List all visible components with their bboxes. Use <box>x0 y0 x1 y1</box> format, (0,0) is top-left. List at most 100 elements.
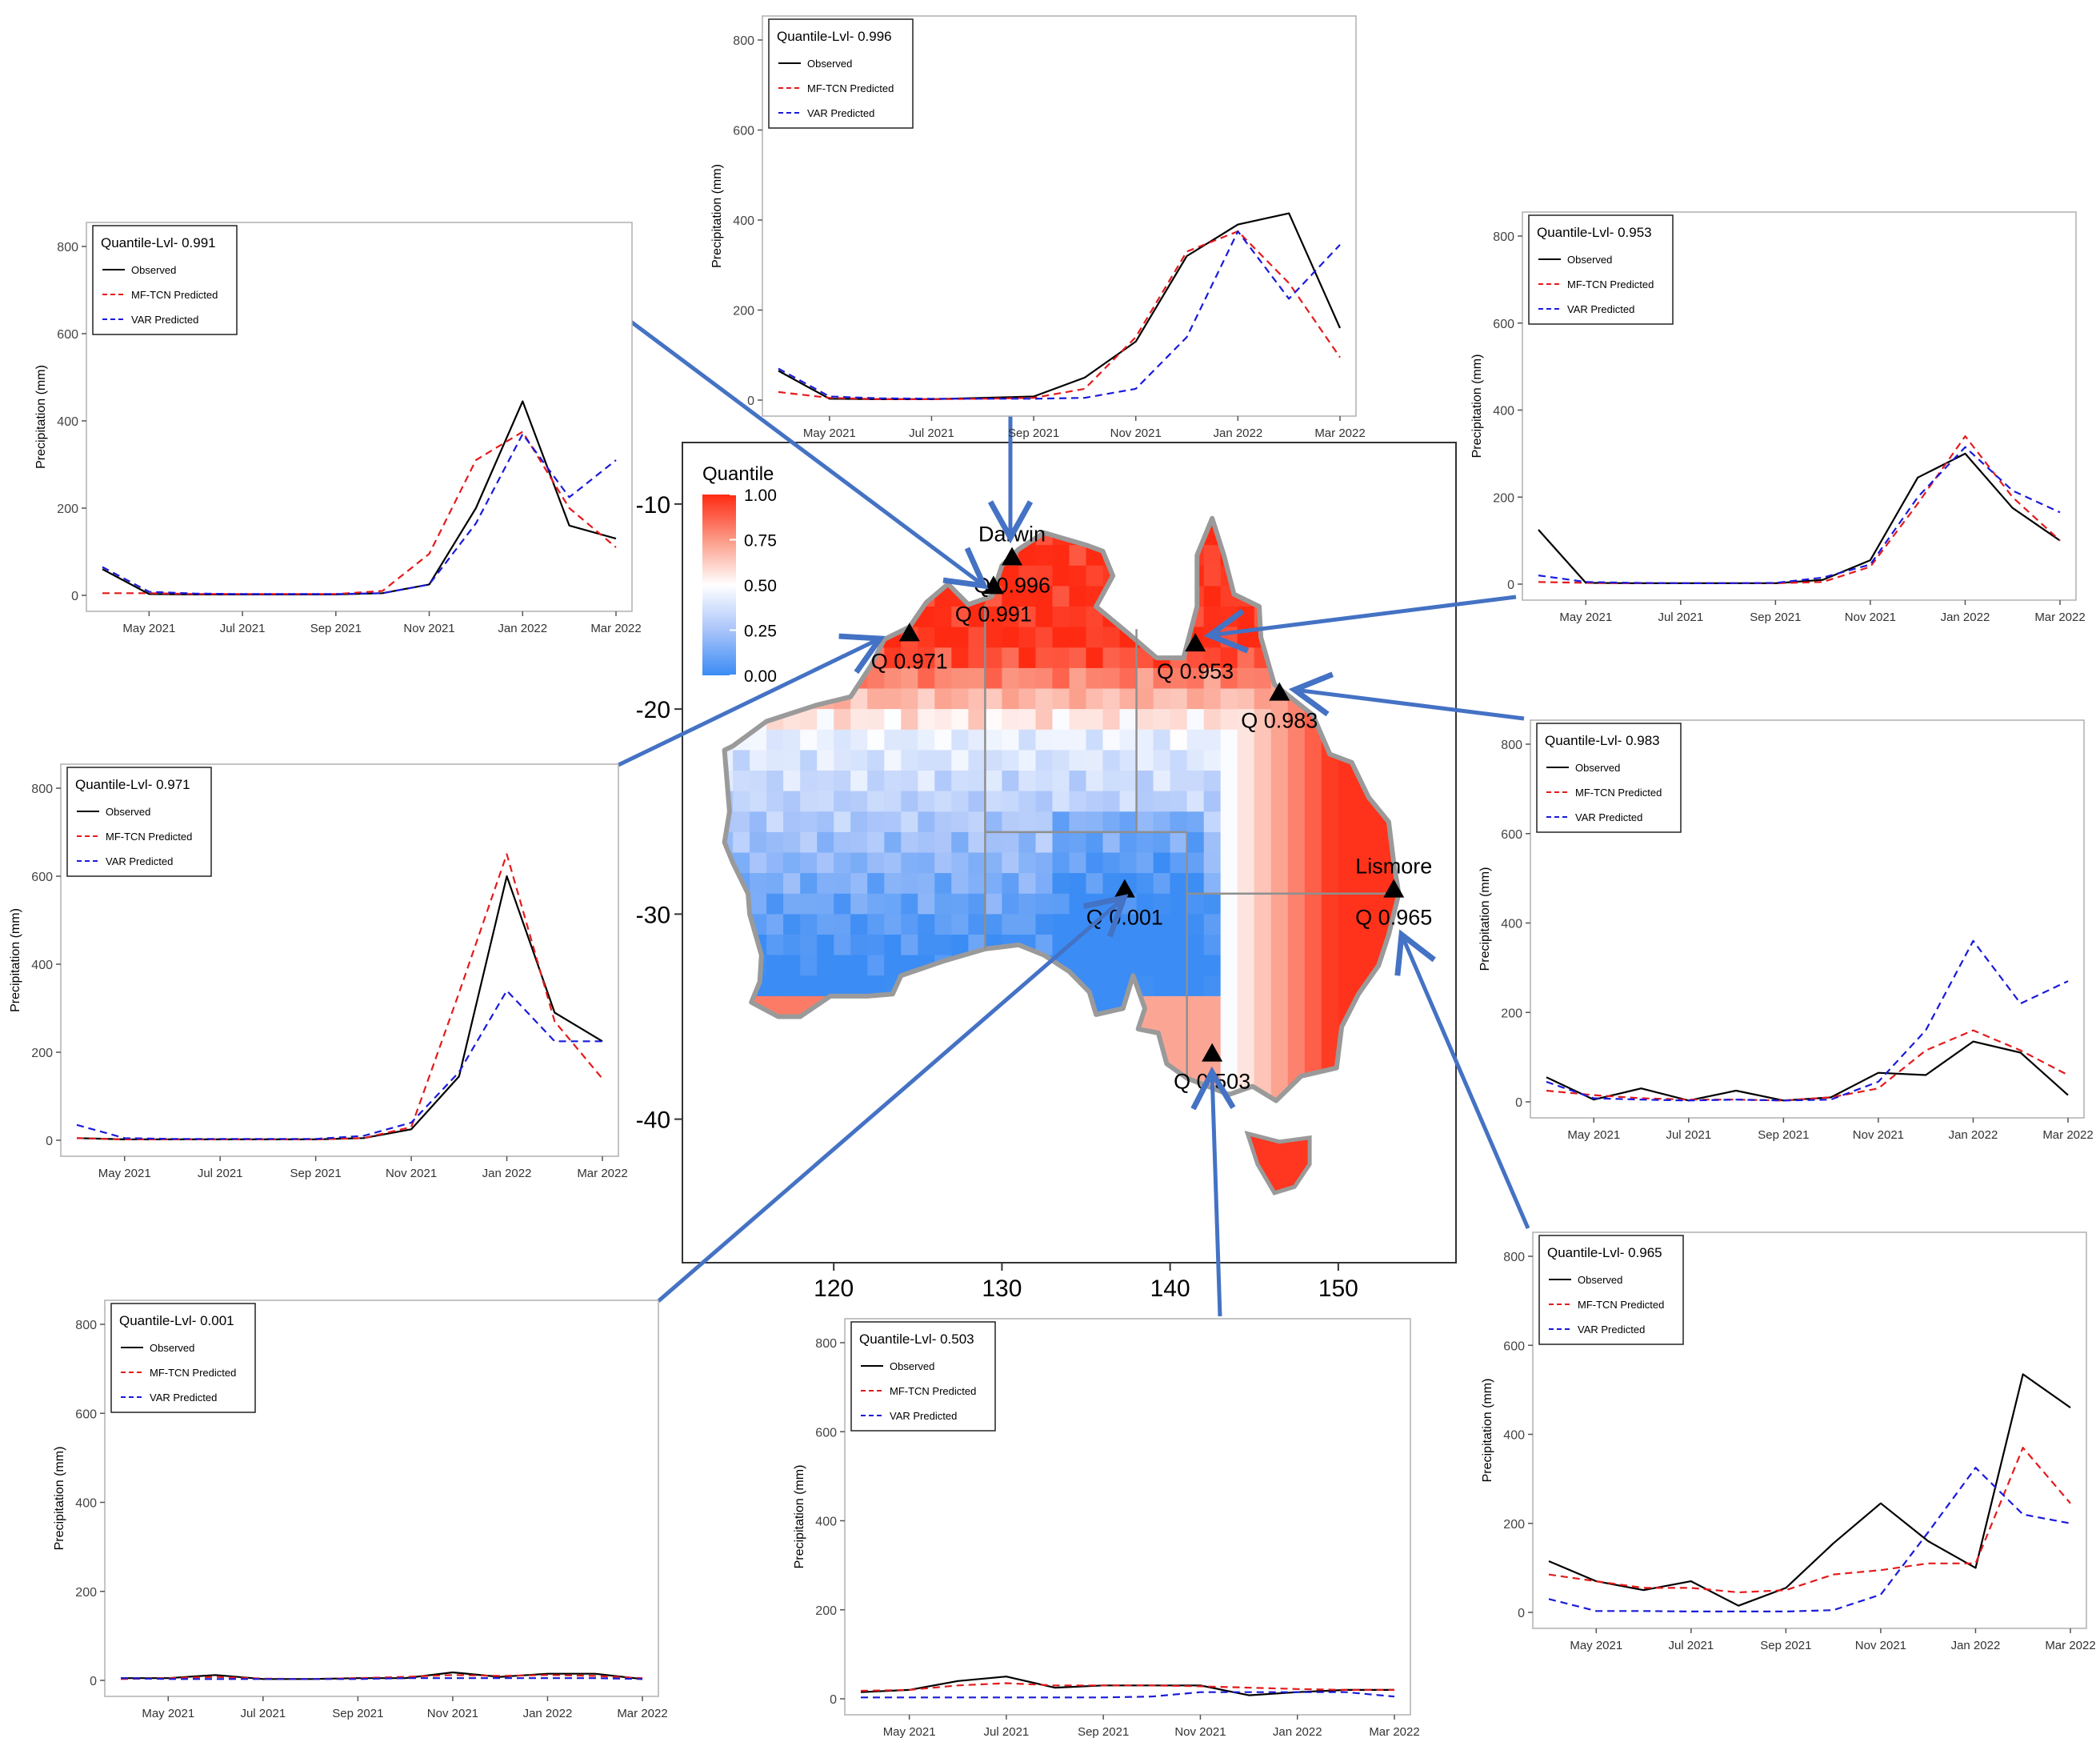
quantile-cell <box>1018 831 1036 854</box>
x-tick-label: Jan 2022 <box>482 1167 532 1180</box>
quantile-cell <box>1002 852 1019 874</box>
quantile-cell <box>1035 709 1054 731</box>
quantile-cell <box>750 852 767 874</box>
y-axis-label: Precipitation (mm) <box>1478 867 1492 971</box>
quantile-cell <box>1052 667 1070 690</box>
quantile-cell <box>1203 975 1222 997</box>
quantile-cell <box>1270 729 1289 751</box>
quantile-cell <box>750 811 767 833</box>
quantile-cell <box>1035 688 1054 710</box>
quantile-cell <box>1304 811 1322 833</box>
quantile-cell <box>800 791 818 812</box>
quantile-cell <box>1102 811 1121 833</box>
y-tick-label: 400 <box>1493 405 1514 418</box>
quantile-cell <box>1052 831 1070 854</box>
y-tick-label: 800 <box>1493 230 1514 244</box>
x-tick-label: Mar 2022 <box>577 1167 627 1180</box>
quantile-cell <box>817 791 834 812</box>
quantile-cell <box>766 914 784 935</box>
quantile-cell <box>1270 1139 1289 1161</box>
quantile-cell <box>817 811 834 833</box>
series-line <box>102 430 617 595</box>
quantile-cell <box>800 729 818 751</box>
quantile-cell <box>817 852 834 874</box>
quantile-cell <box>1119 729 1138 751</box>
quantile-cell <box>1002 586 1019 607</box>
quantile-cell <box>1220 914 1238 935</box>
quantile-cell <box>1254 852 1272 874</box>
series-line <box>76 989 602 1140</box>
quantile-cell <box>1321 893 1339 915</box>
quantile-cell <box>783 729 801 751</box>
quantile-cell <box>850 750 868 771</box>
quantile-cell <box>1170 771 1188 792</box>
quantile-cell <box>1153 935 1171 956</box>
quantile-cell <box>1186 811 1205 833</box>
y-tick-label: 600 <box>1503 1340 1525 1353</box>
quantile-cell <box>1170 893 1188 915</box>
y-tick-label: 200 <box>75 1586 97 1600</box>
quantile-cell <box>1170 831 1188 854</box>
quantile-cell <box>1203 1016 1222 1038</box>
map-y-tick-label: -40 <box>636 1107 670 1134</box>
quantile-cell <box>884 914 902 935</box>
quantile-cell <box>1052 893 1070 915</box>
quantile-cell <box>901 750 918 771</box>
legend-title: Quantile-Lvl- 0.983 <box>1545 733 1660 748</box>
legend-tick-label: 1.00 <box>744 487 777 505</box>
quantile-cell <box>1136 852 1154 874</box>
quantile-cell <box>1186 688 1205 710</box>
quantile-cell <box>951 914 969 935</box>
quantile-cell <box>1119 667 1138 690</box>
quantile-cell <box>750 831 767 854</box>
quantile-cell <box>1304 771 1322 792</box>
quantile-cell <box>1170 955 1188 976</box>
quantile-cell <box>1304 935 1322 956</box>
legend-entry: Observed <box>1575 762 1620 774</box>
quantile-cell <box>1371 852 1390 874</box>
quantile-cell <box>1069 955 1087 976</box>
quantile-cell <box>985 627 1002 648</box>
quantile-cell <box>934 811 952 833</box>
x-tick-label: Jan 2022 <box>498 622 547 635</box>
quantile-cell <box>1069 709 1087 731</box>
quantile-cell <box>1203 995 1222 1018</box>
quantile-cell <box>1203 811 1222 833</box>
quantile-cell <box>1052 873 1070 895</box>
y-tick-label: 800 <box>31 783 53 796</box>
quantile-cell <box>1002 914 1019 935</box>
y-tick-label: 0 <box>90 1675 97 1688</box>
quantile-cell <box>817 975 834 997</box>
quantile-cell <box>918 791 935 812</box>
quantile-cell <box>1002 873 1019 895</box>
quantile-cell <box>1086 935 1104 956</box>
x-tick-label: Sep 2021 <box>1750 611 1801 624</box>
x-tick-label: Nov 2021 <box>1853 1128 1904 1142</box>
quantile-cell <box>968 831 986 854</box>
quantile-cell <box>1002 667 1019 690</box>
legend-entry: Observed <box>131 264 176 276</box>
quantile-cell <box>934 771 952 792</box>
map-axis-ticks: 120 130 140 150 -10 -20 -30 -40 <box>636 492 1358 1302</box>
quantile-cell <box>733 831 750 854</box>
state-borders <box>984 604 1398 1079</box>
station-quantile-label: Q 0.953 <box>1157 659 1234 683</box>
legend-entry: VAR Predicted <box>890 1410 957 1422</box>
quantile-cell <box>901 688 918 710</box>
x-tick-label: Nov 2021 <box>1845 611 1896 624</box>
quantile-cell <box>918 811 935 833</box>
quantile-cell <box>1220 750 1238 771</box>
quantile-cell <box>1220 873 1238 895</box>
quantile-cell <box>985 607 1002 628</box>
y-tick-label: 200 <box>1493 491 1514 505</box>
legend-box <box>66 767 212 877</box>
quantile-cell <box>1153 975 1171 997</box>
quantile-cell <box>1237 729 1255 751</box>
legend-entry: Observed <box>1578 1274 1622 1286</box>
quantile-cell <box>1237 935 1255 956</box>
y-tick-label: 800 <box>75 1319 97 1332</box>
legend-box <box>768 18 914 129</box>
quantile-cell <box>1086 688 1104 710</box>
quantile-cell <box>867 975 885 997</box>
quantile-cell <box>1052 709 1070 731</box>
